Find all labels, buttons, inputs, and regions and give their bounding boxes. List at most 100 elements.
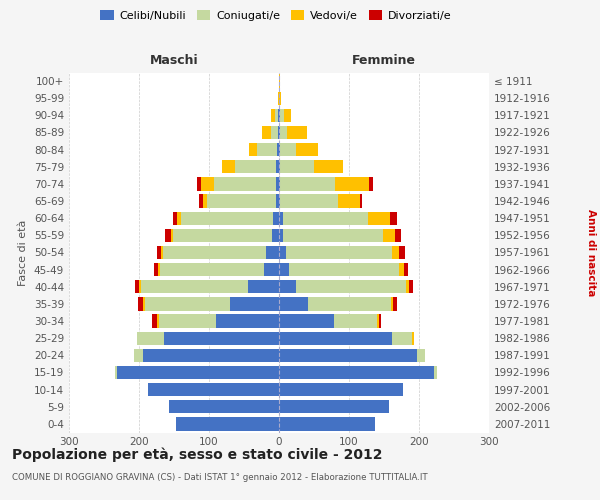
Bar	[279, 126, 280, 139]
Bar	[279, 92, 281, 105]
Bar	[277, 143, 279, 156]
Bar	[139, 280, 141, 293]
Bar	[202, 177, 214, 190]
Bar	[334, 314, 377, 328]
Bar	[173, 212, 177, 225]
Bar	[279, 366, 434, 379]
Bar	[409, 280, 413, 293]
Bar	[278, 126, 279, 139]
Text: COMUNE DI ROGGIANO GRAVINA (CS) - Dati ISTAT 1° gennaio 2012 - Elaborazione TUTT: COMUNE DI ROGGIANO GRAVINA (CS) - Dati I…	[12, 472, 428, 482]
Bar	[400, 246, 405, 259]
Bar	[360, 194, 362, 208]
Bar	[279, 194, 280, 208]
Bar	[135, 280, 139, 293]
Bar	[274, 212, 279, 225]
Bar	[391, 297, 393, 310]
Bar	[279, 314, 334, 328]
Bar	[335, 177, 368, 190]
Bar	[158, 263, 160, 276]
Bar	[230, 297, 279, 310]
Bar	[287, 126, 307, 139]
Bar	[199, 194, 203, 208]
Legend: Celibi/Nubili, Coniugati/e, Vedovi/e, Divorziati/e: Celibi/Nubili, Coniugati/e, Vedovi/e, Di…	[96, 6, 456, 25]
Bar	[280, 108, 284, 122]
Bar	[279, 228, 283, 242]
Bar	[152, 314, 157, 328]
Bar	[279, 348, 417, 362]
Bar	[207, 194, 275, 208]
Bar	[279, 383, 403, 396]
Bar	[289, 263, 400, 276]
Text: Maschi: Maschi	[149, 54, 199, 68]
Bar	[283, 228, 383, 242]
Bar	[284, 108, 291, 122]
Bar	[338, 194, 360, 208]
Bar	[279, 400, 389, 413]
Text: Anni di nascita: Anni di nascita	[586, 209, 596, 296]
Bar	[377, 314, 379, 328]
Bar	[279, 417, 375, 430]
Bar	[116, 366, 279, 379]
Bar	[434, 366, 437, 379]
Bar	[279, 177, 280, 190]
Bar	[157, 246, 161, 259]
Bar	[257, 143, 277, 156]
Bar	[286, 246, 392, 259]
Bar	[275, 177, 279, 190]
Bar	[296, 143, 318, 156]
Bar	[272, 228, 279, 242]
Text: Femmine: Femmine	[352, 54, 416, 68]
Bar	[249, 143, 257, 156]
Bar	[143, 297, 145, 310]
Bar	[314, 160, 343, 173]
Bar	[262, 126, 271, 139]
Bar	[197, 177, 202, 190]
Bar	[412, 332, 414, 345]
Bar	[279, 212, 283, 225]
Bar	[280, 160, 314, 173]
Bar	[248, 280, 279, 293]
Text: Popolazione per età, sesso e stato civile - 2012: Popolazione per età, sesso e stato civil…	[12, 448, 383, 462]
Bar	[278, 108, 279, 122]
Bar	[279, 160, 280, 173]
Bar	[279, 297, 308, 310]
Bar	[279, 246, 286, 259]
Bar	[203, 194, 207, 208]
Bar	[181, 212, 274, 225]
Y-axis label: Fasce di età: Fasce di età	[19, 220, 28, 286]
Bar	[143, 348, 279, 362]
Bar	[279, 280, 296, 293]
Bar	[391, 212, 397, 225]
Bar	[275, 160, 279, 173]
Bar	[279, 143, 280, 156]
Bar	[214, 177, 275, 190]
Bar	[216, 314, 279, 328]
Bar	[379, 314, 381, 328]
Bar	[163, 332, 279, 345]
Bar	[158, 314, 216, 328]
Bar	[404, 263, 408, 276]
Bar	[279, 263, 289, 276]
Bar	[280, 194, 338, 208]
Bar	[275, 194, 279, 208]
Bar	[279, 332, 392, 345]
Bar	[160, 263, 263, 276]
Bar	[139, 297, 143, 310]
Bar	[157, 314, 158, 328]
Bar	[279, 74, 280, 88]
Bar	[279, 108, 280, 122]
Bar	[266, 246, 279, 259]
Bar	[141, 280, 248, 293]
Bar	[169, 400, 279, 413]
Bar	[271, 108, 275, 122]
Bar	[154, 263, 158, 276]
Bar	[235, 160, 275, 173]
Bar	[308, 297, 391, 310]
Bar	[392, 332, 412, 345]
Bar	[280, 177, 335, 190]
Bar	[165, 228, 170, 242]
Bar	[145, 297, 230, 310]
Bar	[223, 160, 235, 173]
Bar	[176, 417, 279, 430]
Bar	[395, 228, 401, 242]
